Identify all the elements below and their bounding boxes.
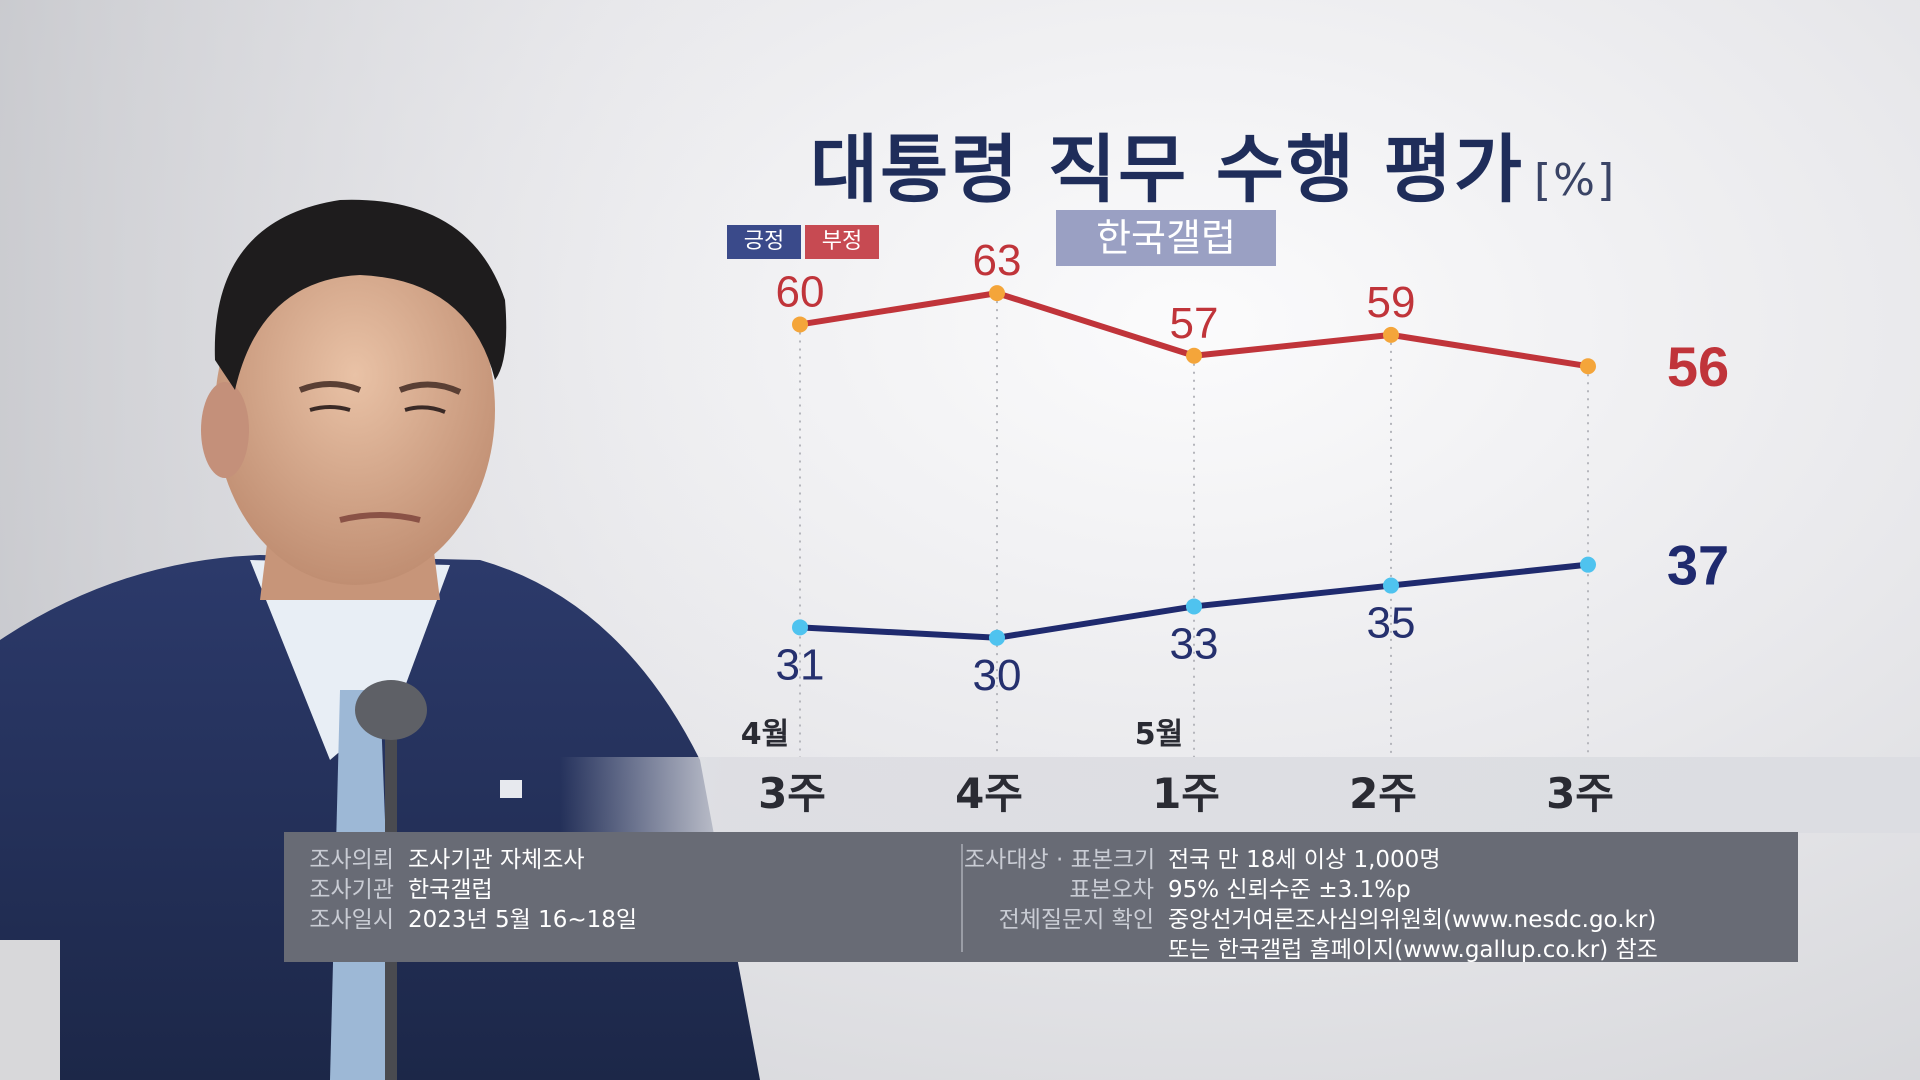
title-unit: [%] [1534,155,1617,206]
x-tick-label: 4주 [955,769,1023,818]
data-label: 60 [776,267,825,316]
info-label: 표본오차 [1069,877,1154,903]
info-row: 조사의뢰 조사기관 자체조사 [304,840,585,874]
data-point [792,316,808,333]
data-point [1383,326,1399,343]
data-point [989,285,1005,302]
data-label: 33 [1170,619,1219,668]
title-text: 대통령 직무 수행 평가 [810,127,1525,213]
x-tick-label: 2주 [1349,769,1417,818]
info-value: 95% 신뢰수준 ±3.1%p [1168,877,1411,903]
x-tick-label: 3주 [758,769,826,818]
info-value: 전국 만 18세 이상 1,000명 [1168,847,1441,873]
info-value: 2023년 5월 16~18일 [408,907,638,933]
data-point [1186,598,1202,615]
info-value: 중앙선거여론조사심의위원회(www.nesdc.go.kr) [1168,907,1657,933]
info-value: 한국갤럽 [408,877,493,903]
info-value: 조사기관 자체조사 [408,847,585,873]
month-label: 5월 [1135,717,1183,752]
info-label: 조사대상 · 표본크기 [964,847,1156,873]
data-label-latest: 56 [1667,335,1729,398]
data-label: 63 [973,236,1022,285]
info-divider [961,844,963,952]
data-label-latest: 37 [1667,534,1729,597]
legend-negative: 부정 [805,225,879,259]
data-point [792,619,808,636]
data-label: 31 [776,640,825,689]
data-point [1383,577,1399,594]
info-label: 조사의뢰 [309,847,394,873]
info-label: 조사일시 [309,907,394,933]
info-row: 조사대상 · 표본크기 전국 만 18세 이상 1,000명 [964,840,1440,874]
info-row: 전체질문지 확인 중앙선거여론조사심의위원회(www.nesdc.go.kr) [964,900,1657,934]
x-tick-label: 1주 [1152,769,1220,818]
source-badge: 한국갤럽 [1056,210,1276,266]
info-row: 조사기관 한국갤럽 [304,870,493,904]
info-row: 표본오차 95% 신뢰수준 ±3.1%p [964,870,1411,904]
data-label: 35 [1367,599,1416,648]
legend-positive: 긍정 [727,225,801,259]
data-point [1186,347,1202,364]
data-label: 57 [1170,299,1219,348]
info-label: 조사기관 [309,877,394,903]
x-axis-band [560,757,1920,833]
legend: 긍정 부정 [727,225,879,259]
info-label: 전체질문지 확인 [998,907,1154,933]
month-label: 4월 [741,717,789,752]
data-point [1580,358,1596,375]
info-value: 또는 한국갤럽 홈페이지(www.gallup.co.kr) 참조 [1168,937,1658,963]
info-row: 또는 한국갤럽 홈페이지(www.gallup.co.kr) 참조 [964,930,1658,964]
info-row: 조사일시 2023년 5월 16~18일 [304,900,637,934]
data-label: 30 [973,651,1022,700]
x-tick-label: 3주 [1546,769,1614,818]
data-point [989,629,1005,646]
data-label: 59 [1367,278,1416,327]
chart-title: 대통령 직무 수행 평가 [%] [810,110,1614,217]
data-point [1580,556,1596,573]
